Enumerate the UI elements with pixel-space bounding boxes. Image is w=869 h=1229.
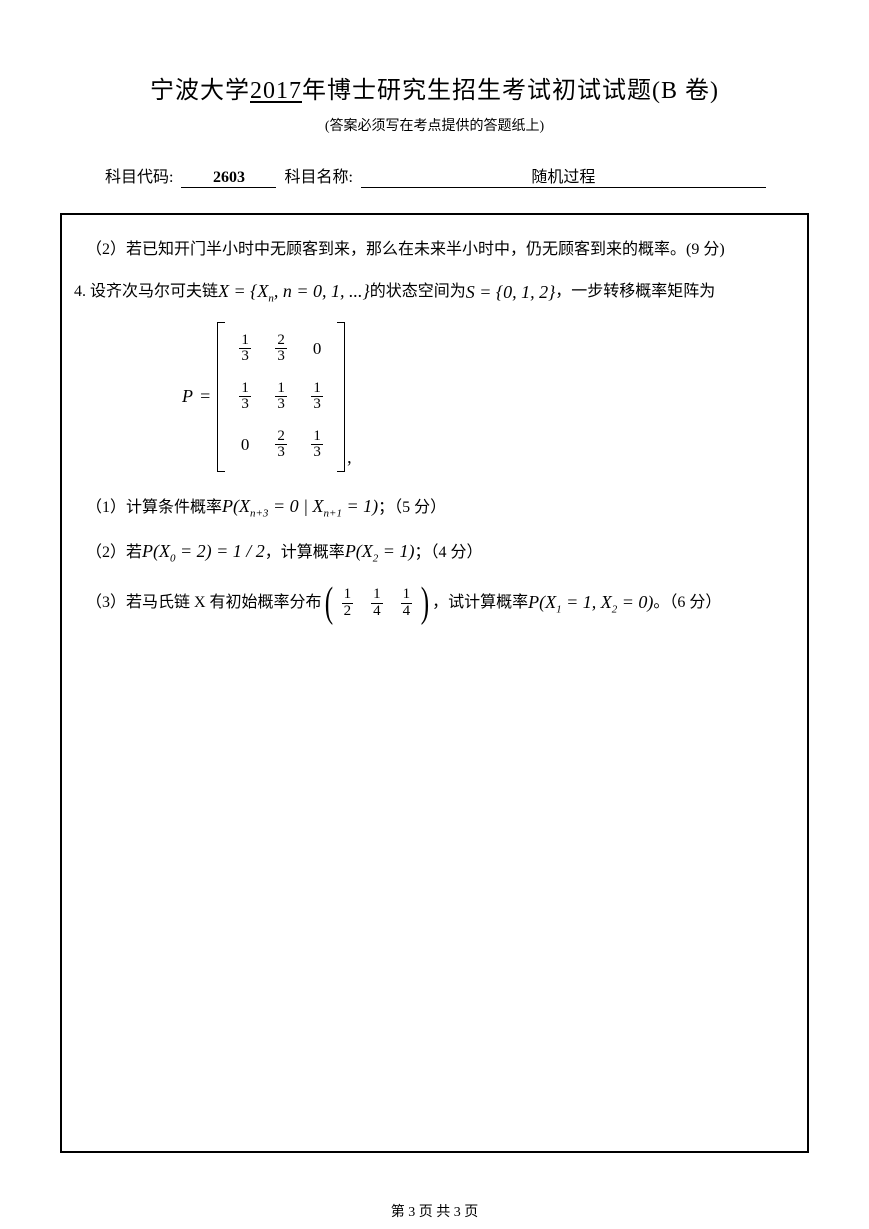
sub3-prefix: （3）若马氏链 X 有初始概率分布 bbox=[86, 590, 322, 616]
matrix-block: P = 1323013131302313 , bbox=[74, 322, 795, 472]
sub2-prefix: （2）若 bbox=[86, 540, 142, 566]
matrix-cell: 13 bbox=[299, 424, 335, 466]
sub2-m2b: = 1) bbox=[378, 541, 414, 561]
vector-fraction: 14 bbox=[371, 587, 383, 620]
initial-dist-vector: ( 12 14 14 ) bbox=[322, 582, 433, 624]
question-2-line: （2）若已知开门半小时中无顾客到来，那么在未来半小时中，仍无顾客到来的概率。(9… bbox=[74, 237, 795, 263]
content-box: （2）若已知开门半小时中无顾客到来，那么在未来半小时中，仍无顾客到来的概率。(9… bbox=[60, 213, 809, 1153]
matrix-cell: 13 bbox=[227, 328, 263, 370]
sub-question-3: （3）若马氏链 X 有初始概率分布 ( 121414 ) ，试计算概率 P(X1… bbox=[74, 582, 795, 624]
equals-sign: = bbox=[199, 382, 211, 411]
sub2-math1: P(X0 = 2) = 1 / 2 bbox=[142, 537, 265, 568]
matrix-label: P bbox=[182, 382, 193, 411]
title-suffix: 年博士研究生招生考试初试试题(B 卷) bbox=[302, 78, 719, 104]
sub1-m1: = 0 | X bbox=[268, 496, 323, 516]
vector-fraction: 14 bbox=[401, 587, 413, 620]
bracket-left bbox=[217, 322, 225, 472]
q4-math-x: X = {Xn, n = 0, 1, ...} bbox=[218, 277, 370, 308]
title-university: 宁波大学 bbox=[150, 78, 250, 104]
q4-mx2: , n = 0, 1, ...} bbox=[274, 281, 370, 301]
q4-math-s: S = {0, 1, 2} bbox=[466, 278, 556, 307]
matrix-cell: 23 bbox=[263, 424, 299, 466]
sub-question-1: （1）计算条件概率 P(Xn+3 = 0 | Xn+1 = 1) ；（5 分） bbox=[74, 492, 795, 523]
sub1-m2: = 1) bbox=[342, 496, 378, 516]
page-footer: 第 3 页 共 3 页 bbox=[0, 1201, 869, 1221]
matrix-cell: 13 bbox=[263, 376, 299, 418]
question-4-line: 4. 设齐次马尔可夫链 X = {Xn, n = 0, 1, ...} 的状态空… bbox=[74, 277, 795, 308]
sub3-m2: = 0) bbox=[617, 592, 653, 612]
sub1-math: P(Xn+3 = 0 | Xn+1 = 1) bbox=[222, 492, 378, 523]
header: 宁波大学2017年博士研究生招生考试初试试题(B 卷) (答案必须写在考点提供的… bbox=[60, 70, 809, 135]
paren-left: ( bbox=[324, 582, 332, 624]
q4-prefix: 4. 设齐次马尔可夫链 bbox=[74, 279, 218, 305]
title-year: 2017 bbox=[250, 78, 302, 104]
q4-suffix: ，一步转移概率矩阵为 bbox=[555, 279, 715, 305]
code-value: 2603 bbox=[181, 169, 276, 188]
matrix: 1323013131302313 bbox=[217, 322, 345, 472]
matrix-cell: 13 bbox=[299, 376, 335, 418]
sub3-math: P(X1 = 1, X2 = 0) bbox=[528, 588, 653, 619]
matrix-cell: 0 bbox=[227, 424, 263, 466]
name-value: 随机过程 bbox=[361, 163, 766, 188]
sub1-suffix: ；（5 分） bbox=[378, 495, 446, 521]
sub1-m0: P(X bbox=[222, 496, 250, 516]
sub2-mid: ，计算概率 bbox=[265, 540, 345, 566]
meta-row: 科目代码: 2603 科目名称: 随机过程 bbox=[60, 163, 809, 188]
paren-body: 12 14 14 bbox=[336, 587, 419, 620]
sub2-math2: P(X2 = 1) bbox=[345, 537, 415, 568]
sub2-m0: P(X bbox=[142, 541, 170, 561]
paren-right: ) bbox=[421, 582, 429, 624]
sub1-prefix: （1）计算条件概率 bbox=[86, 495, 222, 521]
matrix-cell: 13 bbox=[227, 376, 263, 418]
sub3-suffix: 。（6 分） bbox=[653, 590, 721, 616]
sub1-s1: n+3 bbox=[250, 507, 268, 519]
vector-fraction: 12 bbox=[342, 587, 354, 620]
matrix-cell: 0 bbox=[299, 328, 335, 370]
name-label: 科目名称: bbox=[284, 163, 352, 187]
sub3-mid: ，试计算概率 bbox=[432, 590, 528, 616]
page: 宁波大学2017年博士研究生招生考试初试试题(B 卷) (答案必须写在考点提供的… bbox=[0, 0, 869, 1229]
page-title: 宁波大学2017年博士研究生招生考试初试试题(B 卷) bbox=[60, 70, 809, 105]
q4-mid: 的状态空间为 bbox=[370, 279, 466, 305]
sub3-m1: = 1, X bbox=[562, 592, 612, 612]
sub3-m0: P(X bbox=[528, 592, 556, 612]
bracket-right bbox=[337, 322, 345, 472]
matrix-cell: 23 bbox=[263, 328, 299, 370]
page-subtitle: (答案必须写在考点提供的答题纸上) bbox=[60, 115, 809, 135]
sub-question-2: （2）若 P(X0 = 2) = 1 / 2 ，计算概率 P(X2 = 1) ；… bbox=[74, 537, 795, 568]
q2-text: （2）若已知开门半小时中无顾客到来，那么在未来半小时中，仍无顾客到来的概率。(9… bbox=[86, 237, 725, 263]
sub2-m1: = 2) = 1 / 2 bbox=[176, 541, 265, 561]
sub2-suffix: ；（4 分） bbox=[414, 540, 482, 566]
matrix-comma: , bbox=[347, 443, 352, 472]
sub1-s2: n+1 bbox=[324, 507, 342, 519]
sub2-m2a: P(X bbox=[345, 541, 373, 561]
code-label: 科目代码: bbox=[105, 163, 173, 187]
matrix-body: 1323013131302313 bbox=[225, 322, 337, 472]
q4-mx1: X = {X bbox=[218, 281, 268, 301]
